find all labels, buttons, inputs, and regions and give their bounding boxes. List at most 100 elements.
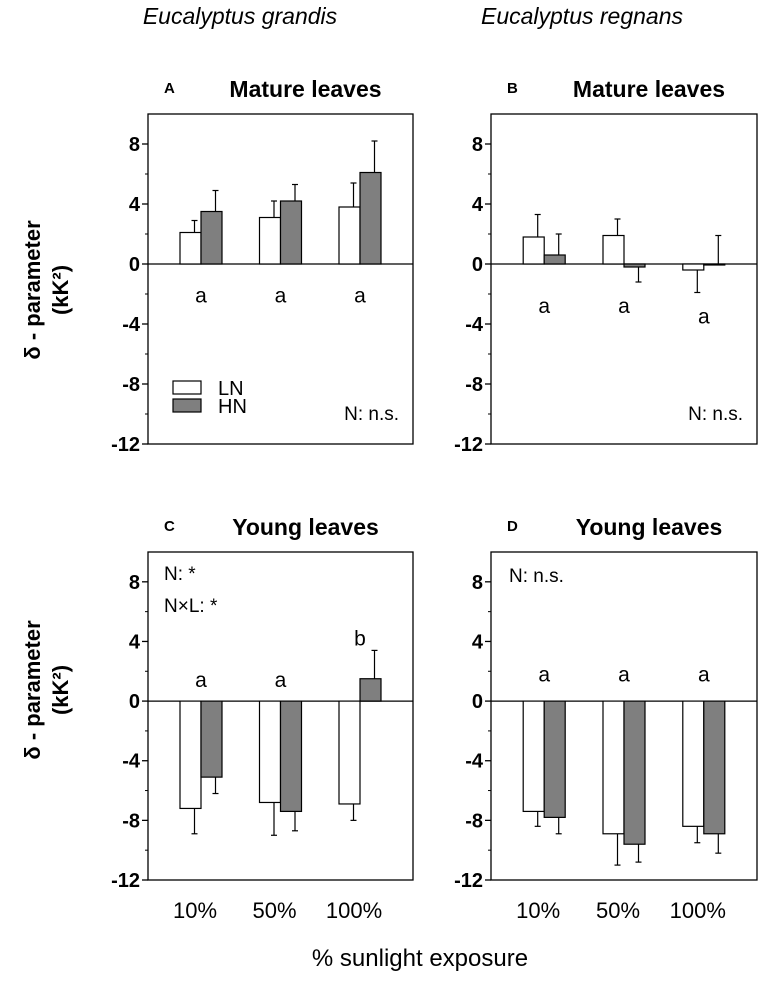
bar-hn <box>359 171 382 265</box>
x-tick-label: 50% <box>596 898 640 923</box>
significance-letter: a <box>698 663 710 686</box>
significance-letter: a <box>275 669 287 692</box>
bar-hn <box>279 200 303 265</box>
significance-letter: a <box>538 295 550 318</box>
bar-hn <box>623 700 646 845</box>
x-tick-label: 100% <box>670 898 726 923</box>
y-tick-label: 8 <box>129 572 140 594</box>
bar-hn <box>703 700 726 835</box>
panel-title: Young leaves <box>576 514 723 540</box>
legend-swatch-ln <box>172 380 202 395</box>
panel-title: Young leaves <box>232 514 379 540</box>
panel-d: 8 4 0 -4 -8 -12 D Young leaves a a a N: n.s. 10% 50% 1… <box>454 514 758 923</box>
significance-letter: a <box>618 295 630 318</box>
legend-label-hn: HN <box>218 396 247 418</box>
bar-hn <box>279 700 303 813</box>
significance-letter: a <box>354 285 366 308</box>
bar-ln <box>179 231 202 265</box>
bar-hn <box>703 263 726 266</box>
species-title-regnans: Eucalyptus regnans <box>481 3 684 29</box>
bar-ln <box>338 206 361 265</box>
plot-frame <box>147 551 414 881</box>
y-tick-label: -12 <box>454 870 483 892</box>
bar-hn <box>543 254 566 265</box>
plot-frame <box>147 113 414 445</box>
y-tick-label: -8 <box>465 810 483 832</box>
legend-label-ln: LN <box>218 378 244 400</box>
bar-hn <box>359 678 382 702</box>
y-tick-label: -8 <box>122 810 140 832</box>
stat-annotation: N: * <box>164 564 196 585</box>
y-tick-label: -4 <box>465 751 484 773</box>
plot-frame <box>490 113 758 445</box>
x-tick-label: 50% <box>252 898 296 923</box>
stat-annotation: N: n.s. <box>509 566 564 587</box>
significance-letter: a <box>618 663 630 686</box>
panel-letter: B <box>507 80 518 97</box>
stat-annotation: N: n.s. <box>344 404 399 425</box>
y-tick-label: -4 <box>122 751 141 773</box>
x-tick-label: 100% <box>326 898 382 923</box>
bar-ln <box>522 236 545 265</box>
panel-b: 8 4 0 -4 -8 -12 B Mature leaves a a a N: n.s. <box>454 76 758 456</box>
svg-text:(kK²): (kK²) <box>48 665 73 715</box>
x-axis-label: % sunlight exposure <box>312 945 528 972</box>
bar-hn <box>200 210 223 265</box>
x-tick-label: 10% <box>516 898 560 923</box>
species-title-grandis: Eucalyptus grandis <box>143 3 338 29</box>
y-axis-label-bottom: δ - parameter (kK²) <box>20 620 73 760</box>
y-tick-label: 0 <box>129 691 140 713</box>
y-axis-label-top: δ - parameter (kK²) <box>20 220 73 360</box>
significance-letter: a <box>538 663 550 686</box>
bar-ln <box>522 700 545 813</box>
significance-letter: b <box>354 627 366 650</box>
y-tick-label: 4 <box>129 631 141 653</box>
y-tick-label: -4 <box>122 314 141 336</box>
y-tick-label: 0 <box>129 254 140 276</box>
significance-letter: a <box>275 285 287 308</box>
y-tick-label: 4 <box>472 194 484 216</box>
panel-letter: C <box>164 518 175 535</box>
stat-annotation: N: n.s. <box>688 404 743 425</box>
y-tick-label: 8 <box>129 134 140 156</box>
y-tick-label: -8 <box>465 374 483 396</box>
y-tick-label: 8 <box>472 572 483 594</box>
y-tick-label: 8 <box>472 134 483 156</box>
y-tick-label: -12 <box>454 434 483 456</box>
bar-ln <box>682 263 705 271</box>
y-tick-label: 4 <box>472 631 484 653</box>
bar-ln <box>602 234 625 265</box>
bar-ln <box>179 700 202 810</box>
panel-title: Mature leaves <box>573 76 725 102</box>
bar-ln <box>682 700 705 827</box>
bar-hn <box>623 263 646 268</box>
bar-hn <box>543 700 566 818</box>
x-tick-label: 10% <box>173 898 217 923</box>
svg-text:δ - parameter: δ - parameter <box>20 220 45 360</box>
y-tick-label: 4 <box>129 194 141 216</box>
bar-ln <box>258 216 282 265</box>
panel-title: Mature leaves <box>229 76 381 102</box>
bar-ln <box>258 700 282 804</box>
svg-text:δ - parameter: δ - parameter <box>20 620 45 760</box>
y-tick-label: -12 <box>111 434 140 456</box>
significance-letter: a <box>195 285 207 308</box>
y-tick-label: -4 <box>465 314 484 336</box>
bar-ln <box>602 700 625 835</box>
svg-text:(kK²): (kK²) <box>48 265 73 315</box>
significance-letter: a <box>698 306 710 329</box>
bar-ln <box>338 700 361 805</box>
panel-c: 8 4 0 -4 -8 -12 C Young leaves a a b N: * N×L: * 10% 5… <box>111 514 414 923</box>
legend-swatch-hn <box>172 398 202 413</box>
y-tick-label: 0 <box>472 691 483 713</box>
panel-letter: D <box>507 518 518 535</box>
stat-annotation: N×L: * <box>164 596 218 617</box>
y-tick-label: -8 <box>122 374 140 396</box>
bar-hn <box>200 700 223 778</box>
y-tick-label: -12 <box>111 870 140 892</box>
plot-frame <box>490 551 758 881</box>
significance-letter: a <box>195 669 207 692</box>
y-tick-label: 0 <box>472 254 483 276</box>
